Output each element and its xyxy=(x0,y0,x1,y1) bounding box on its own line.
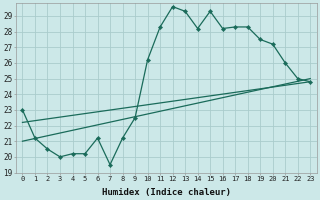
X-axis label: Humidex (Indice chaleur): Humidex (Indice chaleur) xyxy=(102,188,231,197)
